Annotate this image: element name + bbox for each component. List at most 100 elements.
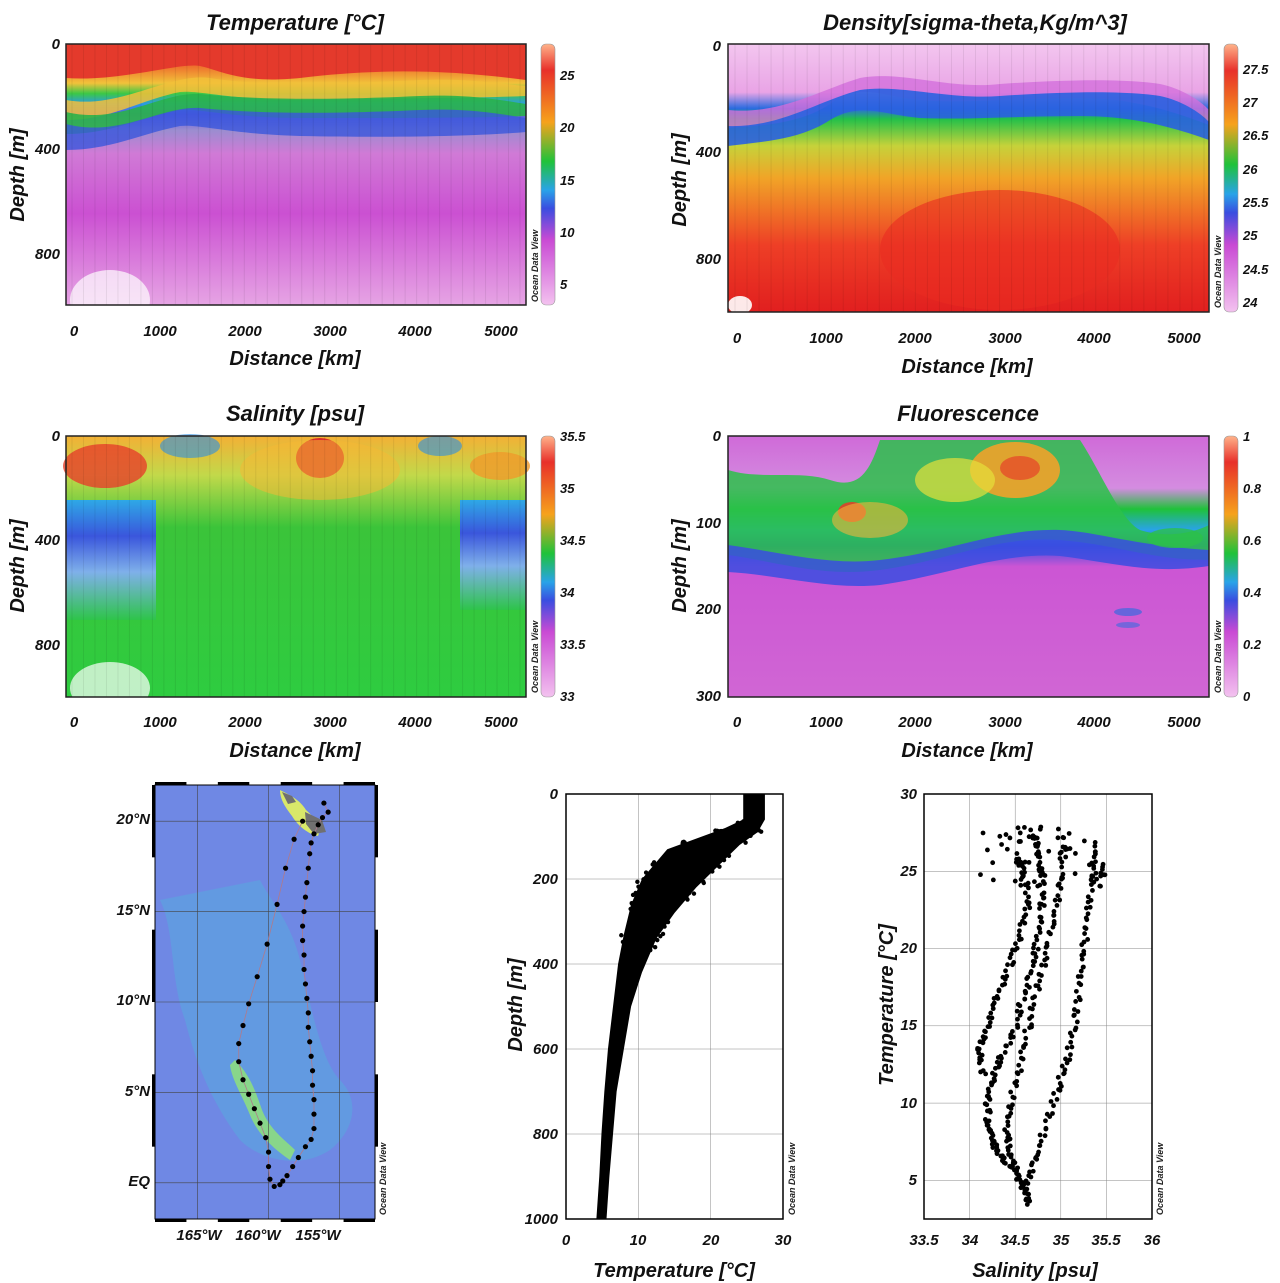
profile-point xyxy=(735,820,741,826)
y-tick-label: 1000 xyxy=(525,1211,559,1228)
x-tick-label: 0 xyxy=(70,714,79,731)
y-tick-label: 300 xyxy=(696,688,722,705)
station-dot xyxy=(246,1091,252,1097)
station-dot xyxy=(311,1097,317,1103)
ts-point xyxy=(987,1020,993,1025)
ts-point xyxy=(1008,1110,1014,1116)
ts-point xyxy=(1092,839,1098,845)
ts-point xyxy=(1018,877,1024,882)
x-tick-label: 0 xyxy=(733,330,742,347)
ts-point xyxy=(989,1015,995,1021)
ts-point xyxy=(986,1118,992,1124)
field-feature xyxy=(240,440,400,500)
map-border-segment xyxy=(375,929,378,1002)
field-feature xyxy=(63,444,147,488)
profile-point xyxy=(638,908,644,914)
profile-point xyxy=(629,901,634,906)
x-axis-label: Salinity [psu] xyxy=(972,1260,1099,1282)
ts-point xyxy=(1024,899,1030,904)
profile-point xyxy=(676,871,681,877)
ts-point xyxy=(1008,951,1014,957)
ts-point xyxy=(1032,994,1038,1000)
station-dot xyxy=(305,1010,311,1016)
profile-point xyxy=(661,885,666,891)
plot-frame xyxy=(923,793,1153,1220)
profile-point xyxy=(683,876,689,881)
ts-point xyxy=(986,1093,991,1099)
ts-point xyxy=(1039,869,1045,875)
station-dot xyxy=(257,1120,263,1126)
profile-point xyxy=(676,851,681,856)
ts-point xyxy=(1064,1060,1070,1066)
salinity-western-low xyxy=(66,500,156,620)
profile-point xyxy=(715,848,720,854)
ts-point xyxy=(1022,906,1028,912)
ts-point xyxy=(991,1076,997,1081)
station-dot xyxy=(251,1106,257,1112)
map-border-segment xyxy=(280,782,313,785)
profile-point xyxy=(746,818,751,823)
plot-area xyxy=(727,435,1210,698)
ts-point xyxy=(1027,1169,1032,1175)
ts-point xyxy=(1088,877,1094,883)
ts-point xyxy=(1039,962,1044,968)
profile-point xyxy=(662,924,667,929)
profile-point xyxy=(628,906,633,912)
ts-point xyxy=(994,1148,999,1154)
y-tick-label: 0 xyxy=(550,786,559,803)
map-border-segment xyxy=(375,1074,378,1147)
ts-point xyxy=(1004,1043,1009,1049)
ts-point xyxy=(1081,939,1087,945)
station-dot xyxy=(311,831,317,837)
temperature-profile-plot: Temperature [°C] Depth [m] 0 10 20 30 0 … xyxy=(505,786,797,1282)
profile-point xyxy=(698,854,703,860)
station-dot xyxy=(263,1135,269,1141)
ts-point xyxy=(1022,859,1028,865)
ts-point xyxy=(1010,1165,1015,1170)
ts-point xyxy=(1030,1168,1036,1174)
lon-label: 165°W xyxy=(176,1227,223,1244)
station-dot xyxy=(308,1136,314,1143)
ts-point xyxy=(1074,1019,1080,1025)
ts-point xyxy=(1037,865,1043,871)
profile-point xyxy=(680,854,686,860)
ts-point xyxy=(1064,1045,1070,1051)
y-tick-label: 0 xyxy=(713,38,722,55)
ts-point xyxy=(1068,1039,1074,1045)
ts-point xyxy=(1050,1111,1055,1116)
plot-area xyxy=(727,43,1210,314)
map-border-segment xyxy=(217,782,250,785)
fluorescence-section: Fluorescence Distance [km] Depth [m] 0 1… xyxy=(669,401,1262,762)
ts-point xyxy=(1037,860,1043,865)
ts-point xyxy=(1076,994,1082,1000)
x-tick-label: 5000 xyxy=(484,714,518,731)
y-tick-label: 0 xyxy=(52,428,61,445)
ts-point xyxy=(991,1000,997,1006)
station-dot xyxy=(236,1059,242,1065)
station-dot xyxy=(240,1022,246,1029)
x-tick-label: 35 xyxy=(1053,1232,1070,1249)
x-tick-label: 34.5 xyxy=(1000,1232,1030,1249)
x-tick-label: 20 xyxy=(702,1232,720,1249)
ts-point xyxy=(1085,937,1091,942)
profile-point xyxy=(717,858,723,864)
profile-point xyxy=(654,882,659,888)
lat-label: 5°N xyxy=(125,1083,151,1100)
ts-point xyxy=(1035,983,1041,989)
profile-point xyxy=(709,868,714,874)
colorbar-tick-label: 0.6 xyxy=(1243,533,1262,548)
ts-point xyxy=(1092,843,1098,849)
salinity-eastern-low xyxy=(460,500,526,610)
profile-point xyxy=(743,840,748,845)
map-border-segment xyxy=(343,782,375,785)
profile-point xyxy=(659,919,664,924)
profile-point xyxy=(677,864,682,869)
ts-point xyxy=(998,1153,1004,1159)
profile-point xyxy=(665,878,671,883)
ts-point xyxy=(1036,971,1042,977)
y-tick-label: 400 xyxy=(532,956,559,973)
y-tick-label: 800 xyxy=(35,246,61,263)
ts-point xyxy=(1026,1195,1032,1201)
station-dot xyxy=(300,923,306,929)
ts-point xyxy=(1024,1186,1030,1192)
